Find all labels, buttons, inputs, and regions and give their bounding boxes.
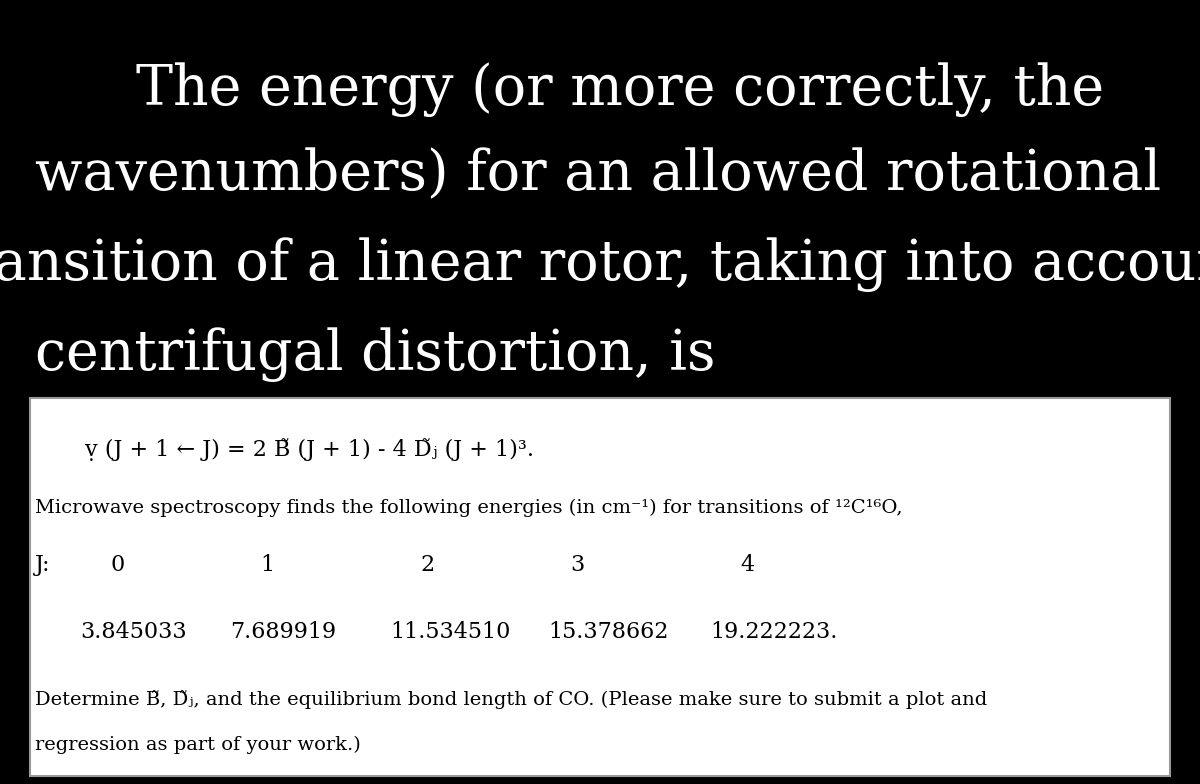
Text: The energy (or more correctly, the: The energy (or more correctly, the xyxy=(136,63,1104,118)
Text: 3: 3 xyxy=(570,554,584,576)
Text: transition of a linear rotor, taking into account: transition of a linear rotor, taking int… xyxy=(0,238,1200,292)
Text: 0: 0 xyxy=(110,554,125,576)
Text: 15.378662: 15.378662 xyxy=(548,621,668,643)
Text: Determine B̃, D̃ⱼ, and the equilibrium bond length of CO. (Please make sure to s: Determine B̃, D̃ⱼ, and the equilibrium b… xyxy=(35,691,988,710)
Text: J:: J: xyxy=(35,554,50,576)
Text: 4: 4 xyxy=(740,554,754,576)
Text: 11.534510: 11.534510 xyxy=(390,621,510,643)
Text: 2: 2 xyxy=(420,554,434,576)
Text: 19.222223.: 19.222223. xyxy=(710,621,838,643)
Bar xyxy=(30,398,1170,776)
Text: 3.845033: 3.845033 xyxy=(80,621,187,643)
Text: regression as part of your work.): regression as part of your work.) xyxy=(35,736,361,754)
Text: 1: 1 xyxy=(260,554,274,576)
Text: wavenumbers) for an allowed rotational: wavenumbers) for an allowed rotational xyxy=(35,147,1162,202)
Text: ṿ (J + 1 ← J) = 2 B̃ (J + 1) - 4 D̃ⱼ (J + 1)³.: ṿ (J + 1 ← J) = 2 B̃ (J + 1) - 4 D̃ⱼ (J … xyxy=(85,438,534,462)
Text: 7.689919: 7.689919 xyxy=(230,621,336,643)
Text: Microwave spectroscopy finds the following energies (in cm⁻¹) for transitions of: Microwave spectroscopy finds the followi… xyxy=(35,499,902,517)
Text: centrifugal distortion, is: centrifugal distortion, is xyxy=(35,328,715,383)
